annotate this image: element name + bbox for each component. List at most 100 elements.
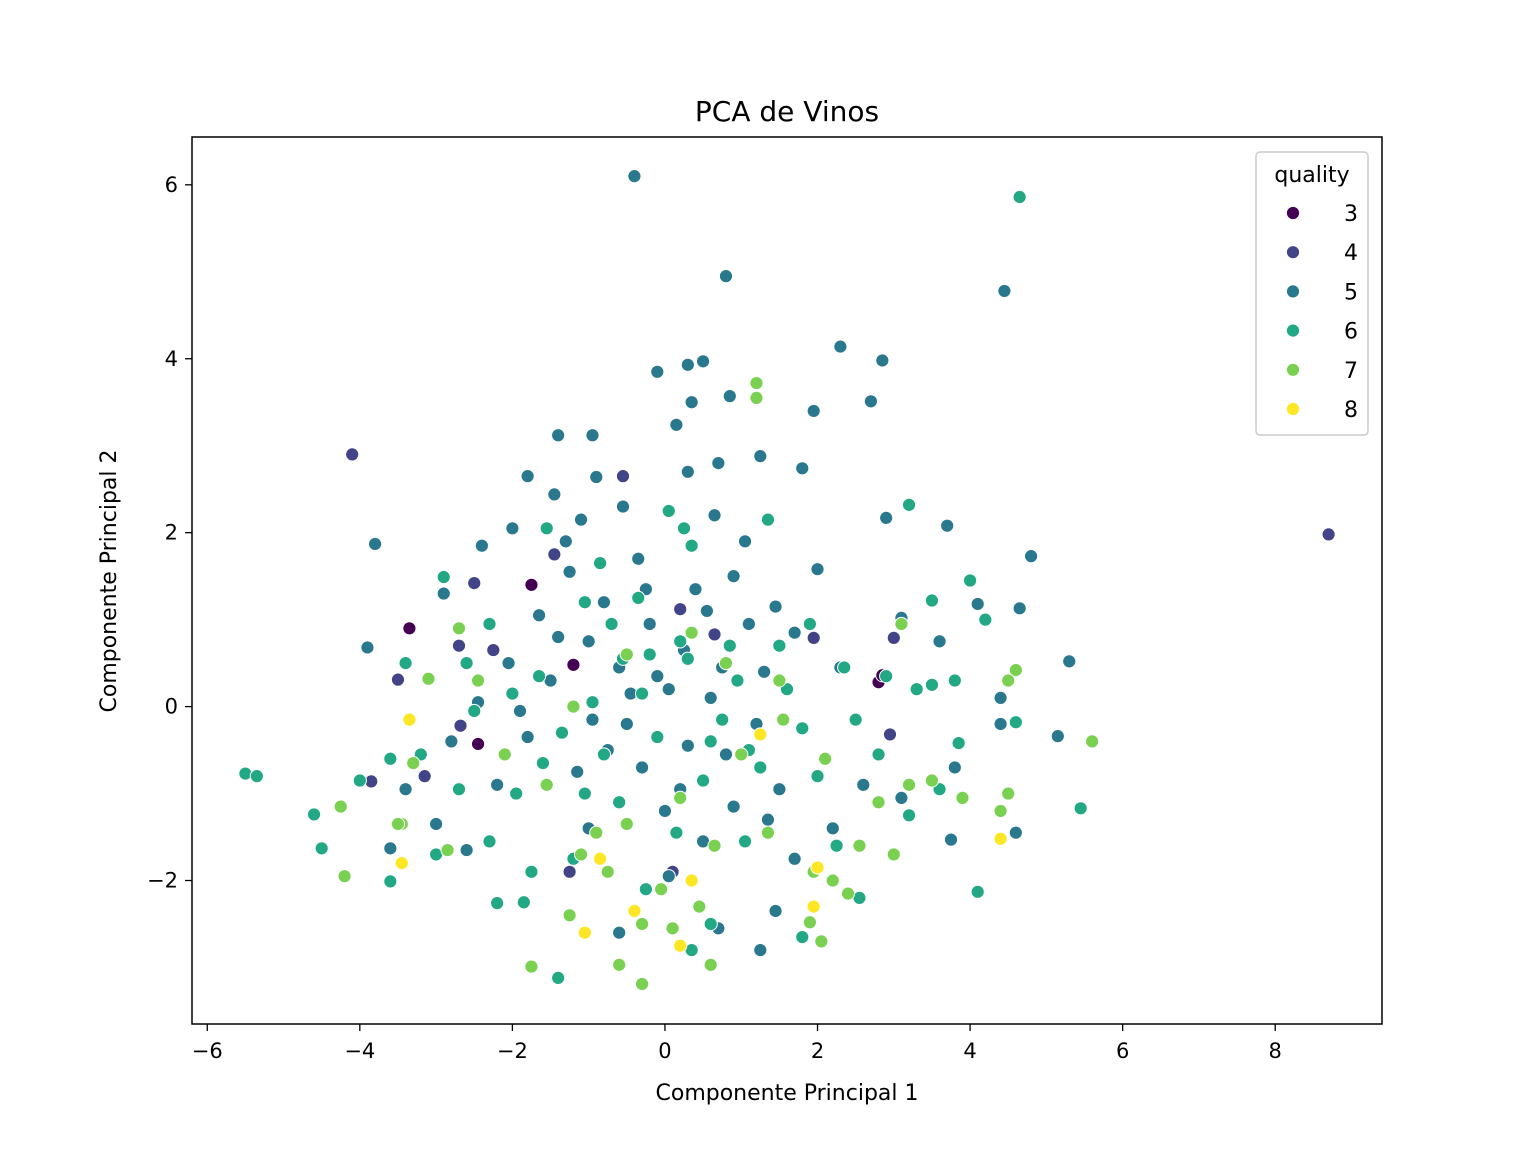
data-point (978, 612, 993, 627)
data-point (661, 503, 676, 519)
legend-marker (1285, 245, 1301, 260)
data-point (802, 915, 817, 930)
data-point (993, 831, 1008, 846)
data-point (634, 686, 650, 701)
data-point (993, 803, 1008, 819)
data-point (802, 616, 817, 632)
legend-label: 4 (1344, 241, 1358, 266)
data-point (345, 447, 360, 462)
series-quality-4 (345, 447, 1336, 879)
data-point (650, 364, 665, 379)
data-point (730, 673, 745, 688)
data-point (1008, 715, 1023, 730)
data-point (654, 882, 669, 897)
data-point (673, 790, 688, 806)
data-point (474, 538, 489, 553)
data-point (703, 916, 718, 932)
x-axis-ticks: −6 −4 −2 0 2 4 6 8 (192, 1024, 1282, 1063)
data-point (772, 638, 787, 653)
data-point (909, 682, 924, 697)
data-point (810, 562, 825, 577)
data-point (703, 690, 718, 705)
data-point (753, 727, 768, 742)
data-point (901, 777, 917, 792)
data-point (806, 403, 821, 419)
data-point (581, 634, 596, 649)
data-point (760, 812, 776, 827)
data-point (444, 734, 459, 749)
data-point (482, 834, 497, 849)
series-quality-6 (238, 189, 1088, 986)
data-point (661, 869, 676, 884)
x-tick-label: −4 (344, 1039, 375, 1063)
legend-title: quality (1274, 163, 1349, 188)
data-point (947, 673, 962, 688)
points-layer (238, 169, 1336, 992)
legend-label: 3 (1344, 202, 1358, 227)
data-point (825, 821, 840, 836)
legend-marker (1285, 362, 1301, 377)
data-point (634, 976, 650, 992)
data-point (547, 487, 562, 502)
data-point (539, 777, 554, 792)
data-point (757, 664, 772, 679)
data-point (627, 903, 642, 919)
data-point (673, 634, 688, 649)
data-point (940, 518, 955, 533)
data-point (707, 508, 722, 523)
data-point (615, 469, 631, 484)
data-point (436, 569, 451, 585)
y-tick-label: −2 (147, 869, 178, 893)
legend-marker (1285, 205, 1301, 221)
y-tick-label: 0 (165, 695, 178, 719)
data-point (753, 942, 768, 958)
data-point (596, 747, 612, 762)
data-point (856, 777, 871, 792)
x-tick-label: −2 (497, 1039, 528, 1063)
data-point (768, 903, 783, 919)
data-point (680, 357, 695, 372)
data-point (829, 838, 844, 853)
data-point (306, 807, 322, 822)
series-quality-7 (333, 375, 1100, 992)
data-point (676, 521, 692, 536)
data-point (894, 790, 909, 806)
legend-box (1255, 151, 1369, 436)
data-point (1012, 601, 1027, 616)
legend-label: 7 (1344, 359, 1358, 384)
data-point (863, 394, 879, 409)
data-point (1085, 734, 1100, 749)
legend: quality 3 4 5 6 7 8 (1255, 151, 1369, 436)
data-point (703, 734, 718, 749)
data-point (924, 677, 940, 692)
data-point (524, 577, 539, 592)
legend-label: 5 (1344, 280, 1358, 305)
data-point (406, 756, 421, 771)
data-point (673, 938, 688, 953)
data-point (718, 747, 734, 762)
data-point (947, 760, 962, 775)
data-point (741, 616, 756, 632)
legend-marker (1285, 323, 1301, 338)
data-point (650, 729, 665, 745)
data-point (505, 686, 520, 701)
data-point (589, 469, 604, 485)
data-point (558, 534, 573, 549)
data-point (402, 621, 417, 636)
data-point (451, 638, 467, 653)
data-point (1050, 729, 1065, 744)
data-point (707, 627, 722, 642)
data-point (680, 738, 695, 753)
data-point (619, 647, 634, 662)
data-point (684, 395, 699, 410)
data-point (562, 864, 577, 879)
data-point (879, 669, 894, 684)
data-point (753, 760, 768, 775)
data-point (520, 469, 535, 484)
data-point (680, 651, 695, 666)
data-point (795, 929, 810, 945)
data-point (551, 970, 566, 986)
data-point (333, 799, 348, 814)
data-point (383, 874, 398, 889)
data-point (837, 660, 852, 675)
